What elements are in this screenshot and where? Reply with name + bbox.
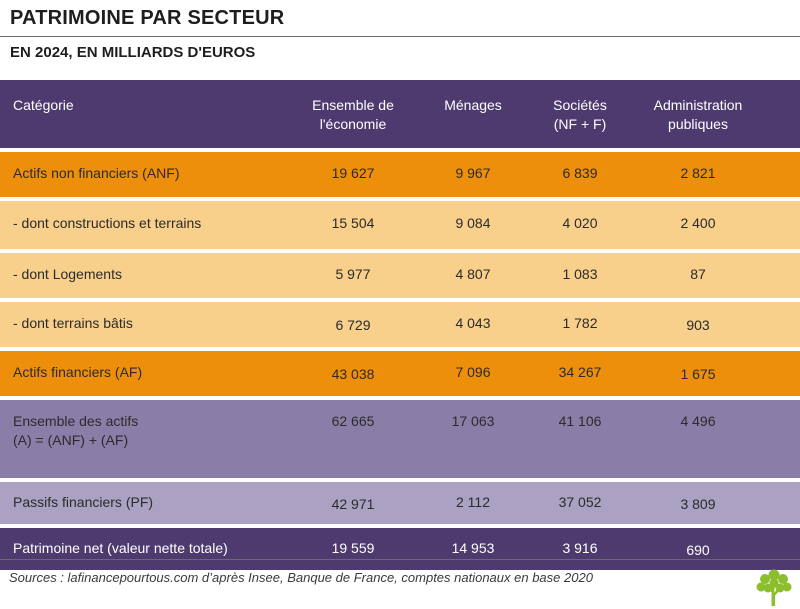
cell-ensemble: 5 977 xyxy=(335,266,371,282)
row-label: - dont terrains bâtis xyxy=(13,315,133,331)
table-row-patrimoine-net: Patrimoine net (valeur nette totale) 19 … xyxy=(0,528,800,570)
table-row-logements: - dont Logements 5 977 4 807 1 083 87 xyxy=(0,253,800,298)
table-row-actifs-financiers: Actifs financiers (AF) 43 038 7 096 34 2… xyxy=(0,351,800,396)
cell-societes: 1 083 xyxy=(562,266,598,282)
cell-ensemble: 43 038 xyxy=(331,366,375,382)
cell-administration: 1 675 xyxy=(680,366,716,382)
cell-administration: 87 xyxy=(690,266,706,282)
column-header-menages: Ménages xyxy=(430,96,516,115)
cell-administration: 903 xyxy=(686,317,710,333)
header-line: (NF + F) xyxy=(553,116,607,132)
row-label: Patrimoine net (valeur nette totale) xyxy=(13,540,228,556)
column-header-societes: Sociétés (NF + F) xyxy=(536,96,624,134)
header-line: l'économie xyxy=(319,116,387,132)
cell-ensemble: 6 729 xyxy=(335,317,371,333)
header-line: Catégorie xyxy=(13,97,74,113)
header-line: Ensemble de xyxy=(312,97,394,113)
data-table: Catégorie Ensemble de l'économie Ménages… xyxy=(0,80,800,570)
chart-subtitle: EN 2024, EN MILLIARDS D'EUROS xyxy=(10,44,256,61)
cell-administration: 690 xyxy=(686,542,710,558)
top-divider xyxy=(0,36,800,37)
cell-ensemble: 19 559 xyxy=(331,540,375,556)
cell-menages: 4 043 xyxy=(455,315,491,331)
cell-menages: 2 112 xyxy=(456,494,490,510)
cell-menages: 17 063 xyxy=(451,413,495,429)
header-line: Sociétés xyxy=(553,97,607,113)
table-header-row: Catégorie Ensemble de l'économie Ménages… xyxy=(0,80,800,148)
cell-menages: 7 096 xyxy=(455,364,491,380)
cell-societes: 37 052 xyxy=(558,494,602,510)
table-row-passifs-financiers: Passifs financiers (PF) 42 971 2 112 37 … xyxy=(0,482,800,524)
cell-ensemble: 19 627 xyxy=(331,165,375,181)
table-row-constructions-terrains: - dont constructions et terrains 15 504 … xyxy=(0,201,800,249)
cell-ensemble: 62 665 xyxy=(331,413,375,429)
row-label-line: Ensemble des actifs xyxy=(13,413,139,429)
cell-societes: 34 267 xyxy=(558,364,602,380)
cell-societes: 4 020 xyxy=(562,215,598,231)
cell-menages: 9 967 xyxy=(455,165,491,181)
header-line: Ménages xyxy=(444,97,502,113)
row-label: Passifs financiers (PF) xyxy=(13,494,154,510)
cell-menages: 4 807 xyxy=(455,266,491,282)
cell-administration: 4 496 xyxy=(680,413,716,429)
header-line: publiques xyxy=(668,116,728,132)
cell-societes: 41 106 xyxy=(558,413,602,429)
column-header-administration: Administration publiques xyxy=(636,96,760,134)
table-row-terrains-batis: - dont terrains bâtis 6 729 4 043 1 782 … xyxy=(0,302,800,347)
cell-menages: 9 084 xyxy=(455,215,491,231)
row-label: Ensemble des actifs (A) = (ANF) + (AF) xyxy=(13,412,303,450)
cell-societes: 1 782 xyxy=(562,315,598,331)
row-label: Actifs non financiers (ANF) xyxy=(13,165,180,181)
cell-societes: 3 916 xyxy=(562,540,598,556)
row-label: Actifs financiers (AF) xyxy=(13,364,143,380)
cell-societes: 6 839 xyxy=(562,165,598,181)
sources-note: Sources : lafinancepourtous.com d’après … xyxy=(9,570,593,585)
cell-menages: 14 953 xyxy=(451,540,495,556)
row-label-line: (A) = (ANF) + (AF) xyxy=(13,432,129,448)
header-line: Administration xyxy=(653,97,743,113)
column-header-categorie: Catégorie xyxy=(13,96,303,115)
table-row-actifs-non-financiers: Actifs non financiers (ANF) 19 627 9 967… xyxy=(0,152,800,197)
cell-ensemble: 15 504 xyxy=(331,215,375,231)
cell-administration: 3 809 xyxy=(680,496,716,512)
cell-administration: 2 821 xyxy=(680,165,716,181)
bottom-divider xyxy=(0,559,800,560)
chart-title: PATRIMOINE PAR SECTEUR xyxy=(10,7,285,29)
column-header-ensemble: Ensemble de l'économie xyxy=(291,96,415,134)
table-row-ensemble-actifs: Ensemble des actifs (A) = (ANF) + (AF) 6… xyxy=(0,400,800,478)
cell-administration: 2 400 xyxy=(680,215,716,231)
row-label: - dont constructions et terrains xyxy=(13,215,202,231)
tree-icon xyxy=(756,569,792,606)
row-label: - dont Logements xyxy=(13,266,122,282)
cell-ensemble: 42 971 xyxy=(331,496,375,512)
